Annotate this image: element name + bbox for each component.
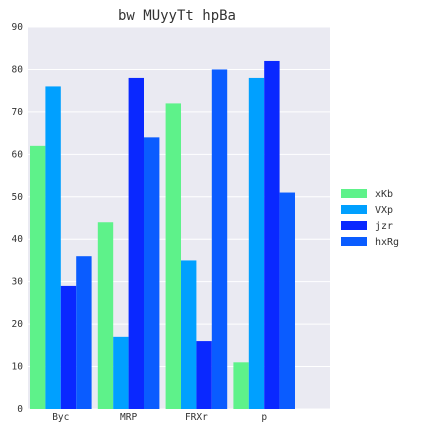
bar-VXp-MRP (113, 336, 129, 409)
legend-swatch-hxRg (341, 237, 367, 246)
x-tick-label: Byc (52, 412, 69, 423)
legend-label-VXp: VXp (375, 205, 393, 216)
bar-VXp-p (248, 77, 265, 409)
bar-hxRg-MRP (144, 137, 160, 409)
bar-jzr-Byc (60, 285, 77, 409)
bar-VXp-FRXr (181, 260, 197, 409)
bars (30, 60, 295, 410)
y-tick-label: 60 (12, 149, 24, 160)
x-axis-ticks: Byc MRP FRXr p (52, 412, 267, 423)
bar-xKb-FRXr (165, 103, 181, 410)
x-tick-label: FRXr (185, 412, 208, 423)
y-tick-label: 80 (12, 64, 24, 75)
y-tick-label: 90 (12, 22, 24, 33)
legend: xKb VXp jzr hxRg (341, 189, 399, 248)
y-tick-label: 0 (17, 404, 23, 415)
y-tick-label: 40 (12, 234, 24, 245)
bar-hxRg-Byc (76, 256, 92, 409)
y-tick-label: 50 (12, 192, 24, 203)
y-axis-ticks: 0 10 20 30 40 50 60 70 80 90 (12, 22, 24, 415)
y-tick-label: 70 (12, 107, 24, 118)
bar-xKb-MRP (97, 222, 114, 409)
x-tick-label: MRP (120, 412, 137, 423)
bar-jzr-MRP (128, 77, 144, 409)
legend-swatch-VXp (341, 205, 367, 214)
x-tick-label: p (261, 412, 267, 423)
legend-swatch-jzr (341, 221, 367, 230)
bar-hxRg-p (279, 192, 295, 409)
y-tick-label: 10 (12, 362, 24, 373)
y-tick-label: 30 (12, 277, 24, 288)
bar-hxRg-FRXr (211, 69, 228, 409)
legend-label-hxRg: hxRg (375, 237, 399, 248)
legend-swatch-xKb (341, 189, 367, 198)
bar-VXp-Byc (45, 86, 61, 409)
y-tick-label: 20 (12, 319, 24, 330)
chart-title: bw MUyyTt hpBa (118, 8, 236, 24)
legend-label-jzr: jzr (375, 221, 393, 232)
bar-xKb-p (233, 362, 249, 409)
legend-label-xKb: xKb (375, 189, 393, 200)
bar-xKb-Byc (30, 145, 46, 409)
bar-jzr-FRXr (196, 341, 212, 409)
bar-jzr-p (264, 60, 280, 409)
